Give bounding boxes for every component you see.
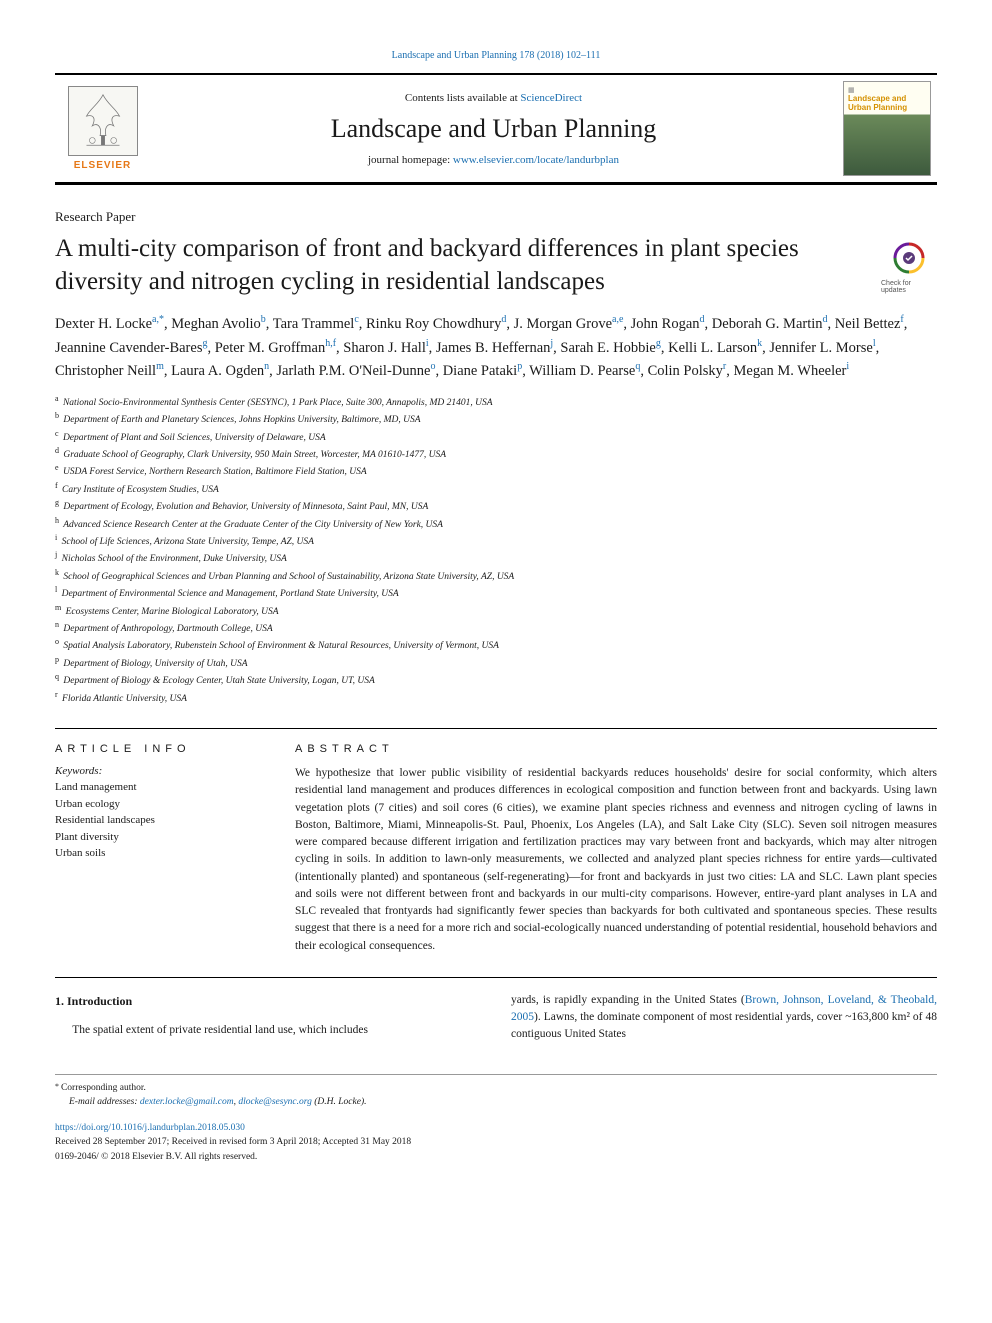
affiliation-item: d Graduate School of Geography, Clark Un… <box>55 445 937 462</box>
keyword-item: Land management <box>55 779 265 796</box>
journal-cover: ▦ Landscape and Urban Planning <box>837 75 937 182</box>
intro-paragraph-left: The spatial extent of private residentia… <box>55 1022 481 1039</box>
keywords-list: Land managementUrban ecologyResidential … <box>55 779 265 862</box>
footnotes: * Corresponding author. E-mail addresses… <box>55 1074 937 1110</box>
corresponding-marker: * <box>55 1081 59 1095</box>
affiliation-item: l Department of Environmental Science an… <box>55 584 937 601</box>
keyword-item: Plant diversity <box>55 829 265 846</box>
journal-name: Landscape and Urban Planning <box>156 114 831 144</box>
affiliation-item: r Florida Atlantic University, USA <box>55 689 937 706</box>
email-link-2[interactable]: dlocke@sesync.org <box>238 1097 312 1107</box>
doi-link[interactable]: https://doi.org/10.1016/j.landurbplan.20… <box>55 1123 245 1133</box>
citation-line: Landscape and Urban Planning 178 (2018) … <box>55 50 937 61</box>
affiliation-item: c Department of Plant and Soil Sciences,… <box>55 428 937 445</box>
authors-list: Dexter H. Lockea,*, Meghan Avoliob, Tara… <box>55 312 937 383</box>
cover-title-2: Urban Planning <box>848 103 926 112</box>
affiliation-item: e USDA Forest Service, Northern Research… <box>55 462 937 479</box>
elsevier-tree-icon <box>68 86 138 156</box>
affiliation-item: p Department of Biology, University of U… <box>55 654 937 671</box>
affiliation-item: f Cary Institute of Ecosystem Studies, U… <box>55 480 937 497</box>
affiliation-item: q Department of Biology & Ecology Center… <box>55 671 937 688</box>
abstract-text: We hypothesize that lower public visibil… <box>295 765 937 955</box>
introduction-heading: 1. Introduction <box>55 992 481 1010</box>
homepage-prefix: journal homepage: <box>368 154 453 166</box>
affiliation-item: h Advanced Science Research Center at th… <box>55 515 937 532</box>
contents-prefix: Contents lists available at <box>405 92 520 104</box>
journal-header: ELSEVIER Contents lists available at Sci… <box>55 73 937 185</box>
keyword-item: Urban ecology <box>55 796 265 813</box>
abstract-heading: ABSTRACT <box>295 743 937 755</box>
elsevier-logo: ELSEVIER <box>55 75 150 182</box>
corresponding-author-text: Corresponding author. <box>61 1081 146 1095</box>
check-for-updates-badge[interactable]: Check for updates <box>881 239 937 295</box>
affiliation-item: a National Socio-Environmental Synthesis… <box>55 393 937 410</box>
divider <box>55 977 937 978</box>
cover-title-1: Landscape and <box>848 94 926 103</box>
check-updates-label: Check for updates <box>881 280 937 294</box>
received-dates: Received 28 September 2017; Received in … <box>55 1137 411 1147</box>
keyword-item: Residential landscapes <box>55 812 265 829</box>
journal-homepage-link[interactable]: www.elsevier.com/locate/landurbplan <box>453 154 619 166</box>
affiliation-item: b Department of Earth and Planetary Scie… <box>55 410 937 427</box>
copyright-line: 0169-2046/ © 2018 Elsevier B.V. All righ… <box>55 1152 257 1162</box>
intro-paragraph-right: yards, is rapidly expanding in the Unite… <box>511 992 937 1044</box>
sciencedirect-link[interactable]: ScienceDirect <box>520 92 582 104</box>
affiliation-item: k School of Geographical Sciences and Ur… <box>55 567 937 584</box>
divider <box>55 728 937 729</box>
article-info-heading: ARTICLE INFO <box>55 743 265 755</box>
affiliation-item: j Nicholas School of the Environment, Du… <box>55 549 937 566</box>
email-link-1[interactable]: dexter.locke@gmail.com <box>140 1097 234 1107</box>
affiliation-item: g Department of Ecology, Evolution and B… <box>55 497 937 514</box>
affiliations-list: a National Socio-Environmental Synthesis… <box>55 393 937 706</box>
doi-block: https://doi.org/10.1016/j.landurbplan.20… <box>55 1121 937 1164</box>
affiliation-item: o Spatial Analysis Laboratory, Rubenstei… <box>55 636 937 653</box>
email-label: E-mail addresses: <box>69 1097 138 1107</box>
article-title: A multi-city comparison of front and bac… <box>55 233 861 298</box>
elsevier-text: ELSEVIER <box>74 160 131 171</box>
keyword-item: Urban soils <box>55 845 265 862</box>
contents-available-line: Contents lists available at ScienceDirec… <box>156 92 831 104</box>
journal-homepage-line: journal homepage: www.elsevier.com/locat… <box>156 154 831 166</box>
affiliation-item: i School of Life Sciences, Arizona State… <box>55 532 937 549</box>
keywords-label: Keywords: <box>55 765 265 777</box>
crossmark-icon <box>889 240 929 280</box>
paper-type: Research Paper <box>55 209 937 225</box>
affiliation-item: m Ecosystems Center, Marine Biological L… <box>55 602 937 619</box>
affiliation-item: n Department of Anthropology, Dartmouth … <box>55 619 937 636</box>
